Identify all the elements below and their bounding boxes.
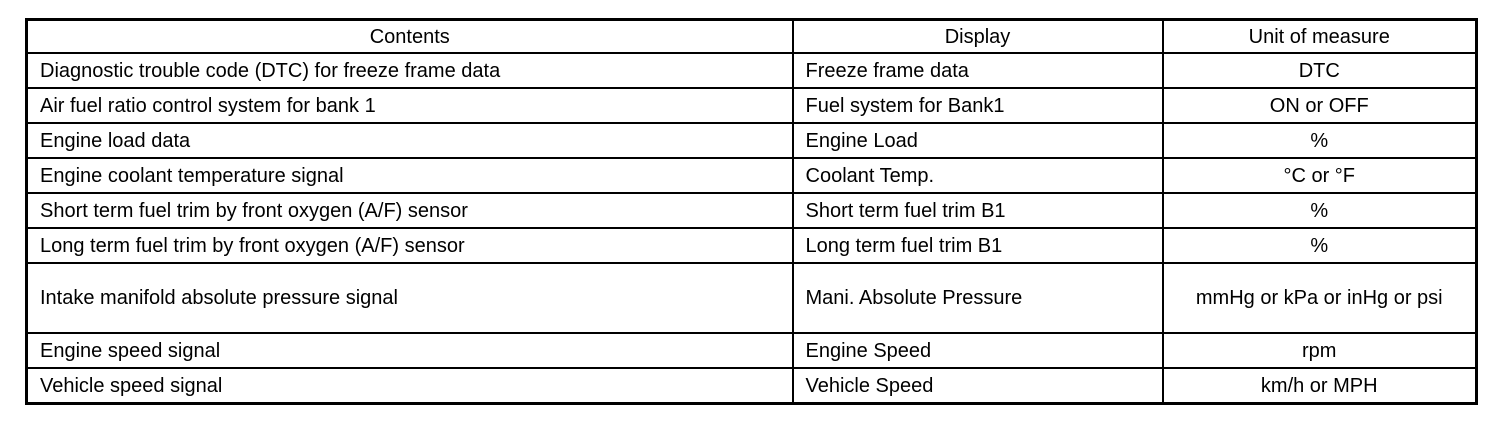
display-cell: Freeze frame data bbox=[791, 52, 1164, 89]
table-row: Engine load data Engine Load% bbox=[25, 122, 1478, 159]
unit-cell: % bbox=[1161, 192, 1478, 229]
unit-cell: DTC bbox=[1161, 52, 1478, 89]
header-row: Contents Display Unit of measure bbox=[25, 18, 1478, 54]
table-row: Engine coolant temperature signal Coolant… bbox=[25, 157, 1478, 194]
contents-cell: Vehicle speed signal bbox=[25, 367, 794, 405]
contents-cell: Engine coolant temperature signal bbox=[25, 157, 794, 194]
contents-cell: Engine speed signal bbox=[25, 332, 794, 369]
display-cell: Fuel system for Bank1 bbox=[791, 87, 1164, 124]
table-row: Intake manifold absolute pressure signal… bbox=[25, 262, 1478, 334]
contents-cell: Short term fuel trim by front oxygen (A/… bbox=[25, 192, 794, 229]
table-row: Short term fuel trim by front oxygen (A/… bbox=[25, 192, 1478, 229]
table-row: Long term fuel trim by front oxygen (A/F… bbox=[25, 227, 1478, 264]
freeze-frame-data-table: Contents Display Unit of measure Diagnos… bbox=[25, 18, 1478, 405]
header-display: Display bbox=[791, 18, 1164, 54]
unit-cell: km/h or MPH bbox=[1161, 367, 1478, 405]
header-unit: Unit of measure bbox=[1161, 18, 1478, 54]
display-cell: Short term fuel trim B1 bbox=[791, 192, 1164, 229]
table-row: Engine speed signal Engine Speed rpm bbox=[25, 332, 1478, 369]
contents-cell: Long term fuel trim by front oxygen (A/F… bbox=[25, 227, 794, 264]
unit-cell: °C or °F bbox=[1161, 157, 1478, 194]
display-cell: Engine Speed bbox=[791, 332, 1164, 369]
unit-cell: rpm bbox=[1161, 332, 1478, 369]
unit-cell: ON or OFF bbox=[1161, 87, 1478, 124]
contents-cell: Engine load data bbox=[25, 122, 794, 159]
display-cell: Engine Load bbox=[791, 122, 1164, 159]
table-row: Diagnostic trouble code (DTC) for freeze… bbox=[25, 52, 1478, 89]
table-row: Vehicle speed signal Vehicle Speed km/h or… bbox=[25, 367, 1478, 405]
display-cell: Coolant Temp. bbox=[791, 157, 1164, 194]
unit-cell: mmHg or kPa or inHg or psi bbox=[1161, 262, 1478, 334]
unit-cell: % bbox=[1161, 122, 1478, 159]
contents-cell: Intake manifold absolute pressure signal bbox=[25, 262, 794, 334]
display-cell: Vehicle Speed bbox=[791, 367, 1164, 405]
table-row: Air fuel ratio control system for bank 1… bbox=[25, 87, 1478, 124]
unit-cell: % bbox=[1161, 227, 1478, 264]
display-cell: Long term fuel trim B1 bbox=[791, 227, 1164, 264]
contents-cell: Air fuel ratio control system for bank 1 bbox=[25, 87, 794, 124]
header-contents: Contents bbox=[25, 18, 794, 54]
contents-cell: Diagnostic trouble code (DTC) for freeze… bbox=[25, 52, 794, 89]
display-cell: Mani. Absolute Pressure bbox=[791, 262, 1164, 334]
